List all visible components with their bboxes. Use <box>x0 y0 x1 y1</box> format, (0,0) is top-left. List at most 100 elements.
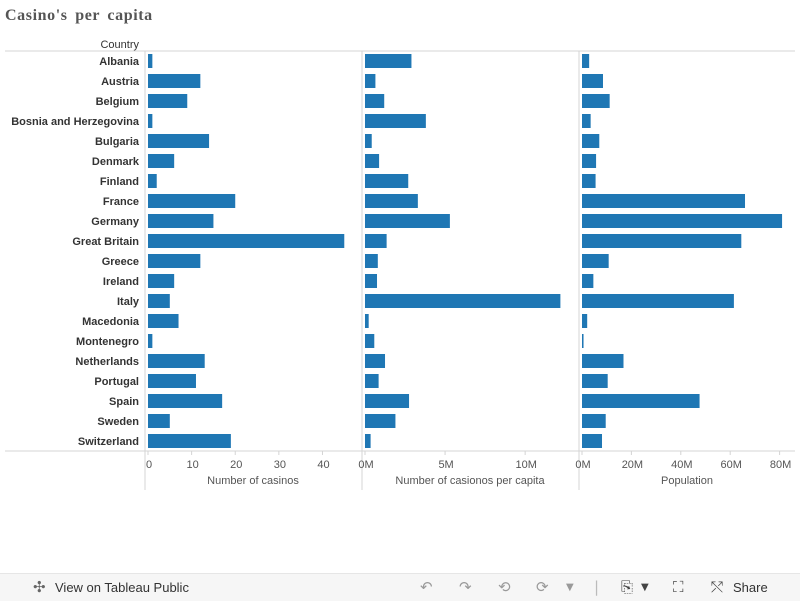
row-header: Country <box>100 39 139 51</box>
category-label: Finland <box>100 176 139 188</box>
toolbar-divider: | <box>594 578 600 596</box>
tick-label: 0M <box>575 459 590 471</box>
bar <box>582 174 596 188</box>
bar <box>582 334 584 348</box>
tick-label: 10M <box>515 459 536 471</box>
refresh-dropdown-icon[interactable]: ▼ <box>566 582 574 593</box>
bar <box>148 74 201 88</box>
bar <box>148 234 345 248</box>
category-label: Portugal <box>94 376 139 388</box>
view-on-tableau-link[interactable]: View on Tableau Public <box>55 580 189 595</box>
bar <box>365 74 376 88</box>
bar <box>582 314 588 328</box>
bar <box>582 74 603 88</box>
bar <box>582 294 734 308</box>
category-label: Denmark <box>92 156 140 168</box>
bar <box>582 354 624 368</box>
undo-icon[interactable]: ↶ <box>420 578 433 596</box>
bar <box>148 154 175 168</box>
category-label: Macedonia <box>82 316 140 328</box>
bar <box>365 314 369 328</box>
bar <box>148 194 236 208</box>
bar <box>582 394 700 408</box>
bar <box>148 274 175 288</box>
category-label: France <box>103 196 139 208</box>
tick-label: 30 <box>274 459 286 471</box>
bar <box>148 314 179 328</box>
bar <box>365 214 450 228</box>
bar <box>365 54 412 68</box>
bar <box>582 214 783 228</box>
tick-label: 20M <box>622 459 643 471</box>
tick-label: 40M <box>671 459 692 471</box>
category-label: Greece <box>102 256 139 268</box>
bar <box>148 214 214 228</box>
category-label: Sweden <box>97 416 139 428</box>
bar <box>148 114 153 128</box>
category-label: Albania <box>99 56 140 68</box>
category-label: Germany <box>91 216 140 228</box>
bar <box>365 354 386 368</box>
fullscreen-icon[interactable]: ⛶ <box>673 578 684 596</box>
refresh-icon[interactable]: ⟳ <box>536 578 549 596</box>
chart-area: Country Albania Austria Belgium Bosnia and H… <box>5 39 795 490</box>
category-label: Italy <box>117 296 140 308</box>
download-icon[interactable]: ⎘ <box>621 578 634 596</box>
chart-title: Casino's per capita <box>5 7 153 24</box>
tableau-logo-icon: ✣ <box>33 578 46 596</box>
bar <box>148 334 153 348</box>
category-label: Great Britain <box>72 236 139 248</box>
category-label: Montenegro <box>76 336 139 348</box>
bar <box>582 154 597 168</box>
bar <box>148 94 188 108</box>
bar <box>148 414 170 428</box>
bar <box>582 274 594 288</box>
bar <box>148 434 231 448</box>
tick-label: 0M <box>358 459 373 471</box>
bar <box>582 374 608 388</box>
bar <box>582 414 606 428</box>
category-label: Bulgaria <box>95 136 140 148</box>
redo-icon[interactable]: ↷ <box>459 578 472 596</box>
bar <box>148 294 170 308</box>
download-dropdown-icon[interactable]: ▼ <box>641 582 649 593</box>
tick-label: 10 <box>186 459 198 471</box>
bar <box>365 434 371 448</box>
category-label: Austria <box>101 76 140 88</box>
share-icon[interactable]: ⤲ <box>711 578 724 596</box>
bar <box>582 234 742 248</box>
bar <box>148 254 201 268</box>
bar <box>365 334 375 348</box>
share-button[interactable]: Share <box>733 580 768 595</box>
bar <box>365 254 378 268</box>
bar <box>582 134 600 148</box>
bar <box>148 174 157 188</box>
bar <box>365 194 418 208</box>
bar <box>582 54 590 68</box>
axis-title: Number of casionos per capita <box>395 475 545 487</box>
bar <box>365 274 378 288</box>
bar <box>582 254 609 268</box>
bar <box>582 94 610 108</box>
bar <box>365 234 387 248</box>
axis-title: Population <box>661 475 713 487</box>
category-label: Spain <box>109 396 139 408</box>
tick-label: 40 <box>317 459 329 471</box>
revert-icon[interactable]: ⟲ <box>498 578 511 596</box>
bar <box>148 134 210 148</box>
tick-label: 20 <box>230 459 242 471</box>
bar <box>365 174 409 188</box>
category-label: Belgium <box>96 96 140 108</box>
bar <box>148 354 205 368</box>
bar <box>365 134 372 148</box>
bar <box>365 374 379 388</box>
bar <box>365 414 396 428</box>
bar <box>148 394 223 408</box>
tick-label: 0 <box>146 459 152 471</box>
bar <box>365 114 426 128</box>
category-label: Ireland <box>103 276 139 288</box>
category-label: Netherlands <box>75 356 139 368</box>
bar <box>148 374 196 388</box>
bar <box>582 114 591 128</box>
bar <box>148 54 153 68</box>
